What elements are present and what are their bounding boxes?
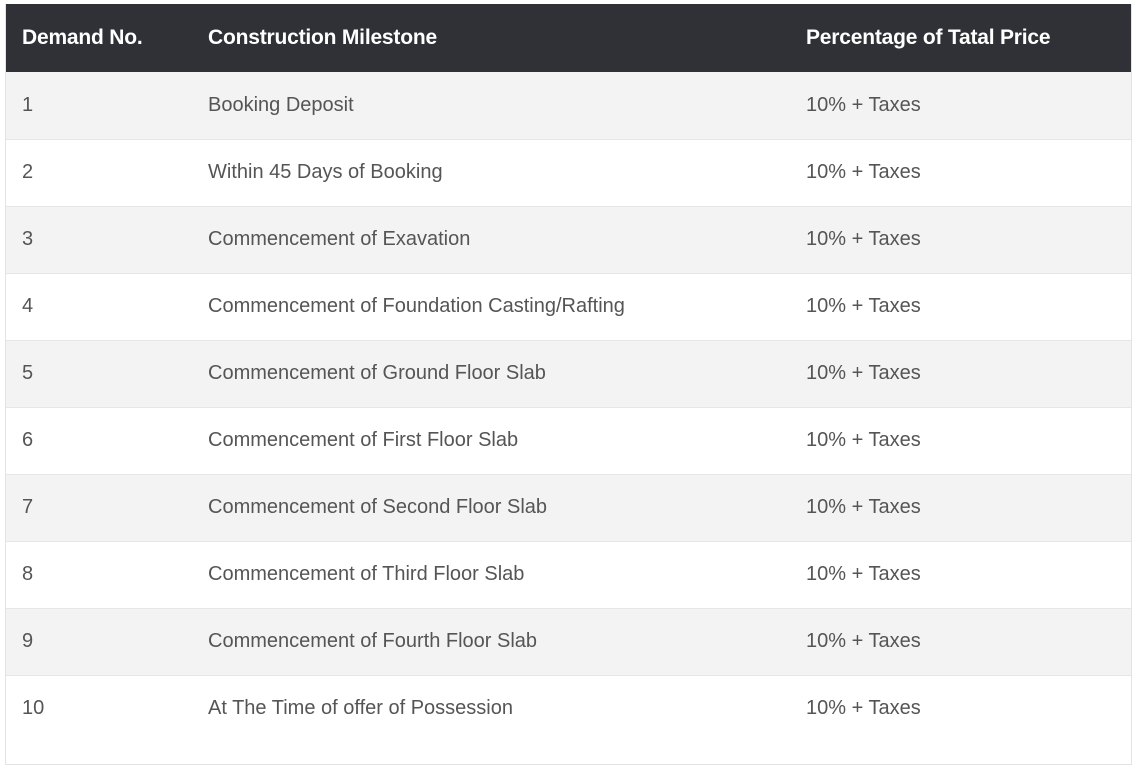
percentage-cell: 10% + Taxes	[806, 161, 921, 183]
header-percentage: Percentage of Tatal Price	[806, 26, 1051, 49]
payment-plan-table-container: Demand No. Construction Milestone Percen…	[5, 4, 1132, 765]
milestone-cell: Booking Deposit	[208, 93, 354, 116]
table-row: 1 Booking Deposit 10% + Taxes	[6, 72, 1131, 139]
demand-no-cell: 5	[22, 362, 34, 384]
demand-no-cell: 3	[22, 228, 34, 250]
demand-no-cell: 8	[22, 563, 34, 585]
milestone-cell: Commencement of Second Floor Slab	[208, 496, 548, 518]
milestone-cell: Within 45 Days of Booking	[208, 161, 443, 183]
percentage-cell: 10% + Taxes	[806, 630, 921, 652]
milestone-cell: Commencement of Exavation	[208, 228, 471, 250]
milestone-cell: Commencement of Ground Floor Slab	[208, 362, 546, 384]
percentage-cell: 10% + Taxes	[806, 496, 921, 518]
milestone-cell: Commencement of Fourth Floor Slab	[208, 630, 538, 652]
table-row: 8 Commencement of Third Floor Slab 10% +…	[6, 541, 1131, 608]
table-body: 1 Booking Deposit 10% + Taxes 2 Within 4…	[6, 72, 1131, 742]
percentage-cell: 10% + Taxes	[806, 228, 921, 250]
percentage-cell: 10% + Taxes	[806, 93, 921, 116]
demand-no-cell: 2	[22, 161, 34, 183]
demand-no-cell: 9	[22, 630, 34, 652]
demand-no-cell: 4	[22, 295, 34, 317]
percentage-cell: 10% + Taxes	[806, 563, 921, 585]
milestone-cell: Commencement of Third Floor Slab	[208, 563, 525, 585]
payment-plan-table: Demand No. Construction Milestone Percen…	[6, 4, 1131, 742]
table-row: 3 Commencement of Exavation 10% + Taxes	[6, 206, 1131, 273]
milestone-cell: At The Time of offer of Possession	[208, 697, 513, 720]
demand-no-cell: 6	[22, 429, 34, 451]
milestone-cell: Commencement of First Floor Slab	[208, 429, 519, 451]
table-row: 4 Commencement of Foundation Casting/Raf…	[6, 273, 1131, 340]
demand-no-cell: 1	[22, 93, 34, 116]
table-header: Demand No. Construction Milestone Percen…	[6, 4, 1131, 72]
demand-no-cell: 7	[22, 496, 34, 518]
header-construction-milestone: Construction Milestone	[208, 26, 437, 49]
percentage-cell: 10% + Taxes	[806, 429, 921, 451]
percentage-cell: 10% + Taxes	[806, 362, 921, 384]
table-row: 2 Within 45 Days of Booking 10% + Taxes	[6, 139, 1131, 206]
percentage-cell: 10% + Taxes	[806, 295, 921, 317]
demand-no-cell: 10	[22, 697, 45, 720]
table-row: 7 Commencement of Second Floor Slab 10% …	[6, 474, 1131, 541]
table-row: 9 Commencement of Fourth Floor Slab 10% …	[6, 608, 1131, 675]
table-row: 5 Commencement of Ground Floor Slab 10% …	[6, 340, 1131, 407]
table-row: 10 At The Time of offer of Possession 10…	[6, 675, 1131, 742]
percentage-cell: 10% + Taxes	[806, 697, 921, 720]
table-row: 6 Commencement of First Floor Slab 10% +…	[6, 407, 1131, 474]
header-row: Demand No. Construction Milestone Percen…	[6, 4, 1131, 72]
milestone-cell: Commencement of Foundation Casting/Rafti…	[208, 295, 625, 317]
header-demand-no: Demand No.	[22, 26, 143, 49]
